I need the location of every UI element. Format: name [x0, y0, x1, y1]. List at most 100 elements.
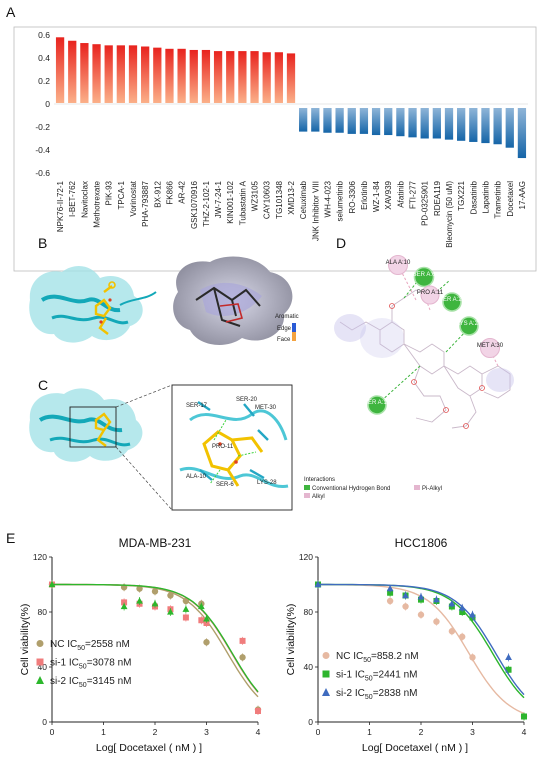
category-label: JW-7-24-1	[214, 180, 223, 218]
residue-label: SER-20	[236, 397, 258, 403]
panel-a-frame	[13, 26, 537, 272]
category-label: TPCA-1	[117, 180, 126, 209]
bar	[165, 48, 174, 103]
legend-prefix: si-2 IC	[50, 676, 79, 687]
legend-swatch-pi-alkyl	[414, 485, 420, 490]
legend-entry: si-1 IC50=3078 nM	[50, 658, 131, 671]
data-point	[469, 611, 476, 618]
panel-c-protein-surface	[29, 388, 143, 462]
bar	[444, 108, 454, 140]
category-label: XMD13-2	[287, 180, 296, 214]
y-tick-label: 120	[299, 552, 313, 562]
panel-letter-b: B	[38, 235, 47, 251]
bar	[457, 108, 466, 141]
category-label: Trametinib	[494, 180, 503, 218]
legend-entry: si-1 IC50=2441 nM	[336, 670, 417, 683]
data-point	[48, 580, 56, 588]
category-label: GSK1070916	[190, 180, 199, 229]
data-point	[120, 602, 128, 610]
aromatic-legend-edge: Edge	[277, 326, 292, 332]
data-point	[203, 620, 210, 626]
residue-circles	[367, 255, 500, 415]
residue-label: SER-6	[216, 482, 234, 488]
category-label: Tubastatin A	[238, 180, 247, 225]
bar	[384, 108, 393, 136]
y-tick-label: 0.4	[38, 53, 50, 63]
category-label: WZ-1-84	[372, 180, 381, 212]
data-point	[239, 637, 246, 644]
x-tick-label: 1	[367, 727, 372, 737]
data-point	[459, 633, 466, 640]
interactions-legend-title: Interactions	[304, 477, 335, 483]
category-label: RO-3306	[348, 180, 357, 213]
legend-entry: si-2 IC50=2838 nM	[336, 688, 417, 701]
bar	[311, 108, 320, 132]
bar	[80, 43, 89, 103]
chart-title: HCC1806	[395, 536, 448, 550]
data-point	[469, 654, 476, 661]
data-point	[402, 591, 409, 599]
data-point	[198, 617, 205, 624]
x-tick-label: 1	[101, 727, 106, 737]
panel-c-binding-site: SER-17 SER-20 MET-30 PRO-11 ALA-10 SER-6…	[29, 384, 293, 511]
x-tick-label: 0	[50, 727, 55, 737]
data-point	[448, 600, 456, 607]
x-tick-label: 3	[470, 727, 475, 737]
data-point	[314, 580, 322, 588]
residue-label: ALA A:10	[386, 260, 411, 266]
category-label: TGX221	[457, 180, 466, 210]
legend-marker	[322, 688, 330, 696]
bar	[505, 108, 514, 148]
legend-suffix: =2441 nM	[373, 670, 418, 681]
legend-subscript: 50	[77, 645, 85, 652]
data-point	[448, 628, 456, 635]
bar	[68, 40, 77, 103]
panel-letter-e: E	[6, 530, 15, 546]
category-label: WH-4-023	[323, 180, 332, 217]
category-label: PHA-793887	[141, 180, 150, 226]
panel-a-bars	[55, 37, 527, 159]
legend-entry: NC IC50=858.2 nM	[336, 651, 419, 664]
category-label: CAY10603	[263, 180, 272, 219]
category-label: RDEA119	[433, 180, 442, 216]
x-tick-label: 4	[256, 727, 261, 737]
data-point	[136, 597, 143, 604]
data-point	[433, 618, 440, 625]
residue-label: ALA-10	[186, 474, 207, 480]
legend-prefix: NC IC	[336, 651, 363, 662]
legend-alkyl: Alkyl	[312, 494, 325, 500]
x-axis-label: Log[ Docetaxel ( nM ) ]	[96, 742, 202, 754]
bar	[432, 108, 441, 139]
data-point	[402, 603, 409, 610]
data-point	[458, 604, 466, 611]
residue-label: LYS-28	[257, 480, 277, 486]
panel-c-residue-labels: SER-17 SER-20 MET-30 PRO-11 ALA-10 SER-6…	[186, 397, 277, 488]
x-tick-label: 3	[204, 727, 209, 737]
category-label: FK866	[165, 180, 174, 204]
x-axis-label: Log[ Docetaxel ( nM ) ]	[362, 742, 468, 754]
data-point	[433, 596, 440, 603]
legend-suffix: =3145 nM	[87, 676, 132, 687]
data-point	[239, 654, 246, 661]
ligand-2d-structure	[339, 289, 511, 429]
legend-swatch-hbond	[304, 485, 310, 490]
data-point	[386, 597, 394, 605]
residue-label: SER-17	[186, 403, 208, 409]
y-tick-label: 0	[308, 717, 313, 727]
legend-suffix: =858.2 nM	[371, 651, 419, 662]
panel-b-protein-surface	[29, 266, 157, 343]
category-label: Lapatinib	[481, 180, 490, 213]
bar	[371, 108, 381, 136]
bar	[420, 108, 429, 139]
bar	[92, 44, 101, 103]
category-label: Dasatinib	[469, 180, 478, 214]
category-label: I-BET-762	[68, 180, 77, 217]
residue-label: SER A:20	[439, 297, 466, 303]
residue-label: SER A:6	[413, 272, 436, 278]
fit-curve	[318, 583, 525, 696]
data-point	[136, 585, 143, 592]
y-tick-label: 0.6	[38, 30, 50, 40]
ligand-sticks-b	[94, 281, 116, 335]
